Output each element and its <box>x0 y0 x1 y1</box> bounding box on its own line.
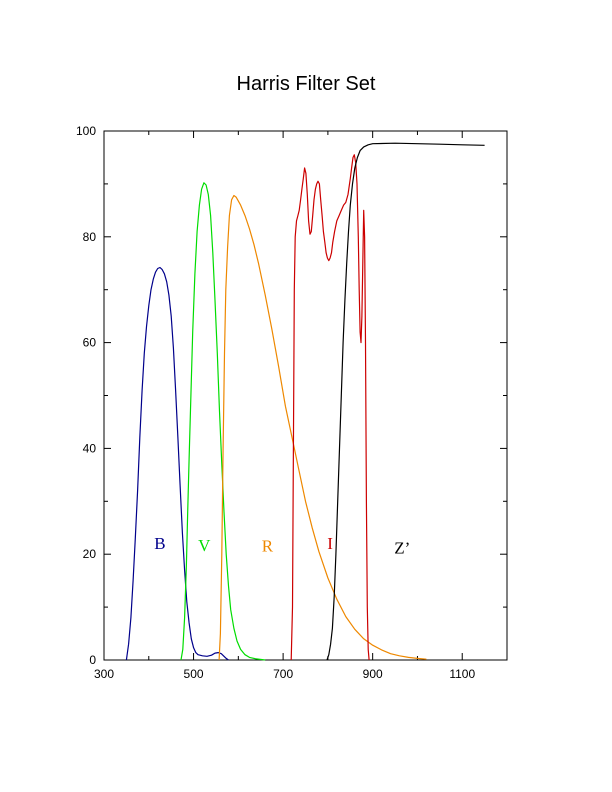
x-tick-label: 700 <box>273 667 293 681</box>
series-line-1 <box>180 182 266 661</box>
series-line-3 <box>290 154 370 661</box>
series-labels: B V R I Z’ <box>154 534 410 558</box>
y-tick-label: 0 <box>89 653 96 667</box>
series-label-1: V <box>198 536 211 555</box>
y-tick-label: 80 <box>83 230 97 244</box>
x-tick-label: 1100 <box>449 667 475 681</box>
series-label-0: B <box>154 534 165 553</box>
y-tick-label: 20 <box>83 547 97 561</box>
series-line-0 <box>125 266 229 661</box>
series-line-4 <box>326 142 485 661</box>
y-tick-label: 100 <box>76 124 96 138</box>
plot-frame <box>103 130 508 661</box>
series-lines <box>125 142 485 661</box>
series-label-3: I <box>327 534 333 553</box>
series-label-4: Z’ <box>394 539 410 558</box>
x-tick-label: 900 <box>363 667 383 681</box>
axis-tick-labels: 300 500 700 900 1100 0 20 40 60 80 100 <box>76 124 475 681</box>
y-tick-label: 60 <box>83 336 97 350</box>
axis-ticks <box>103 130 508 661</box>
x-tick-label: 500 <box>184 667 204 681</box>
chart-title: Harris Filter Set <box>237 73 376 95</box>
series-line-2 <box>218 194 427 661</box>
x-tick-label: 300 <box>94 667 114 681</box>
series-label-2: R <box>262 537 274 556</box>
y-tick-label: 40 <box>83 441 97 455</box>
